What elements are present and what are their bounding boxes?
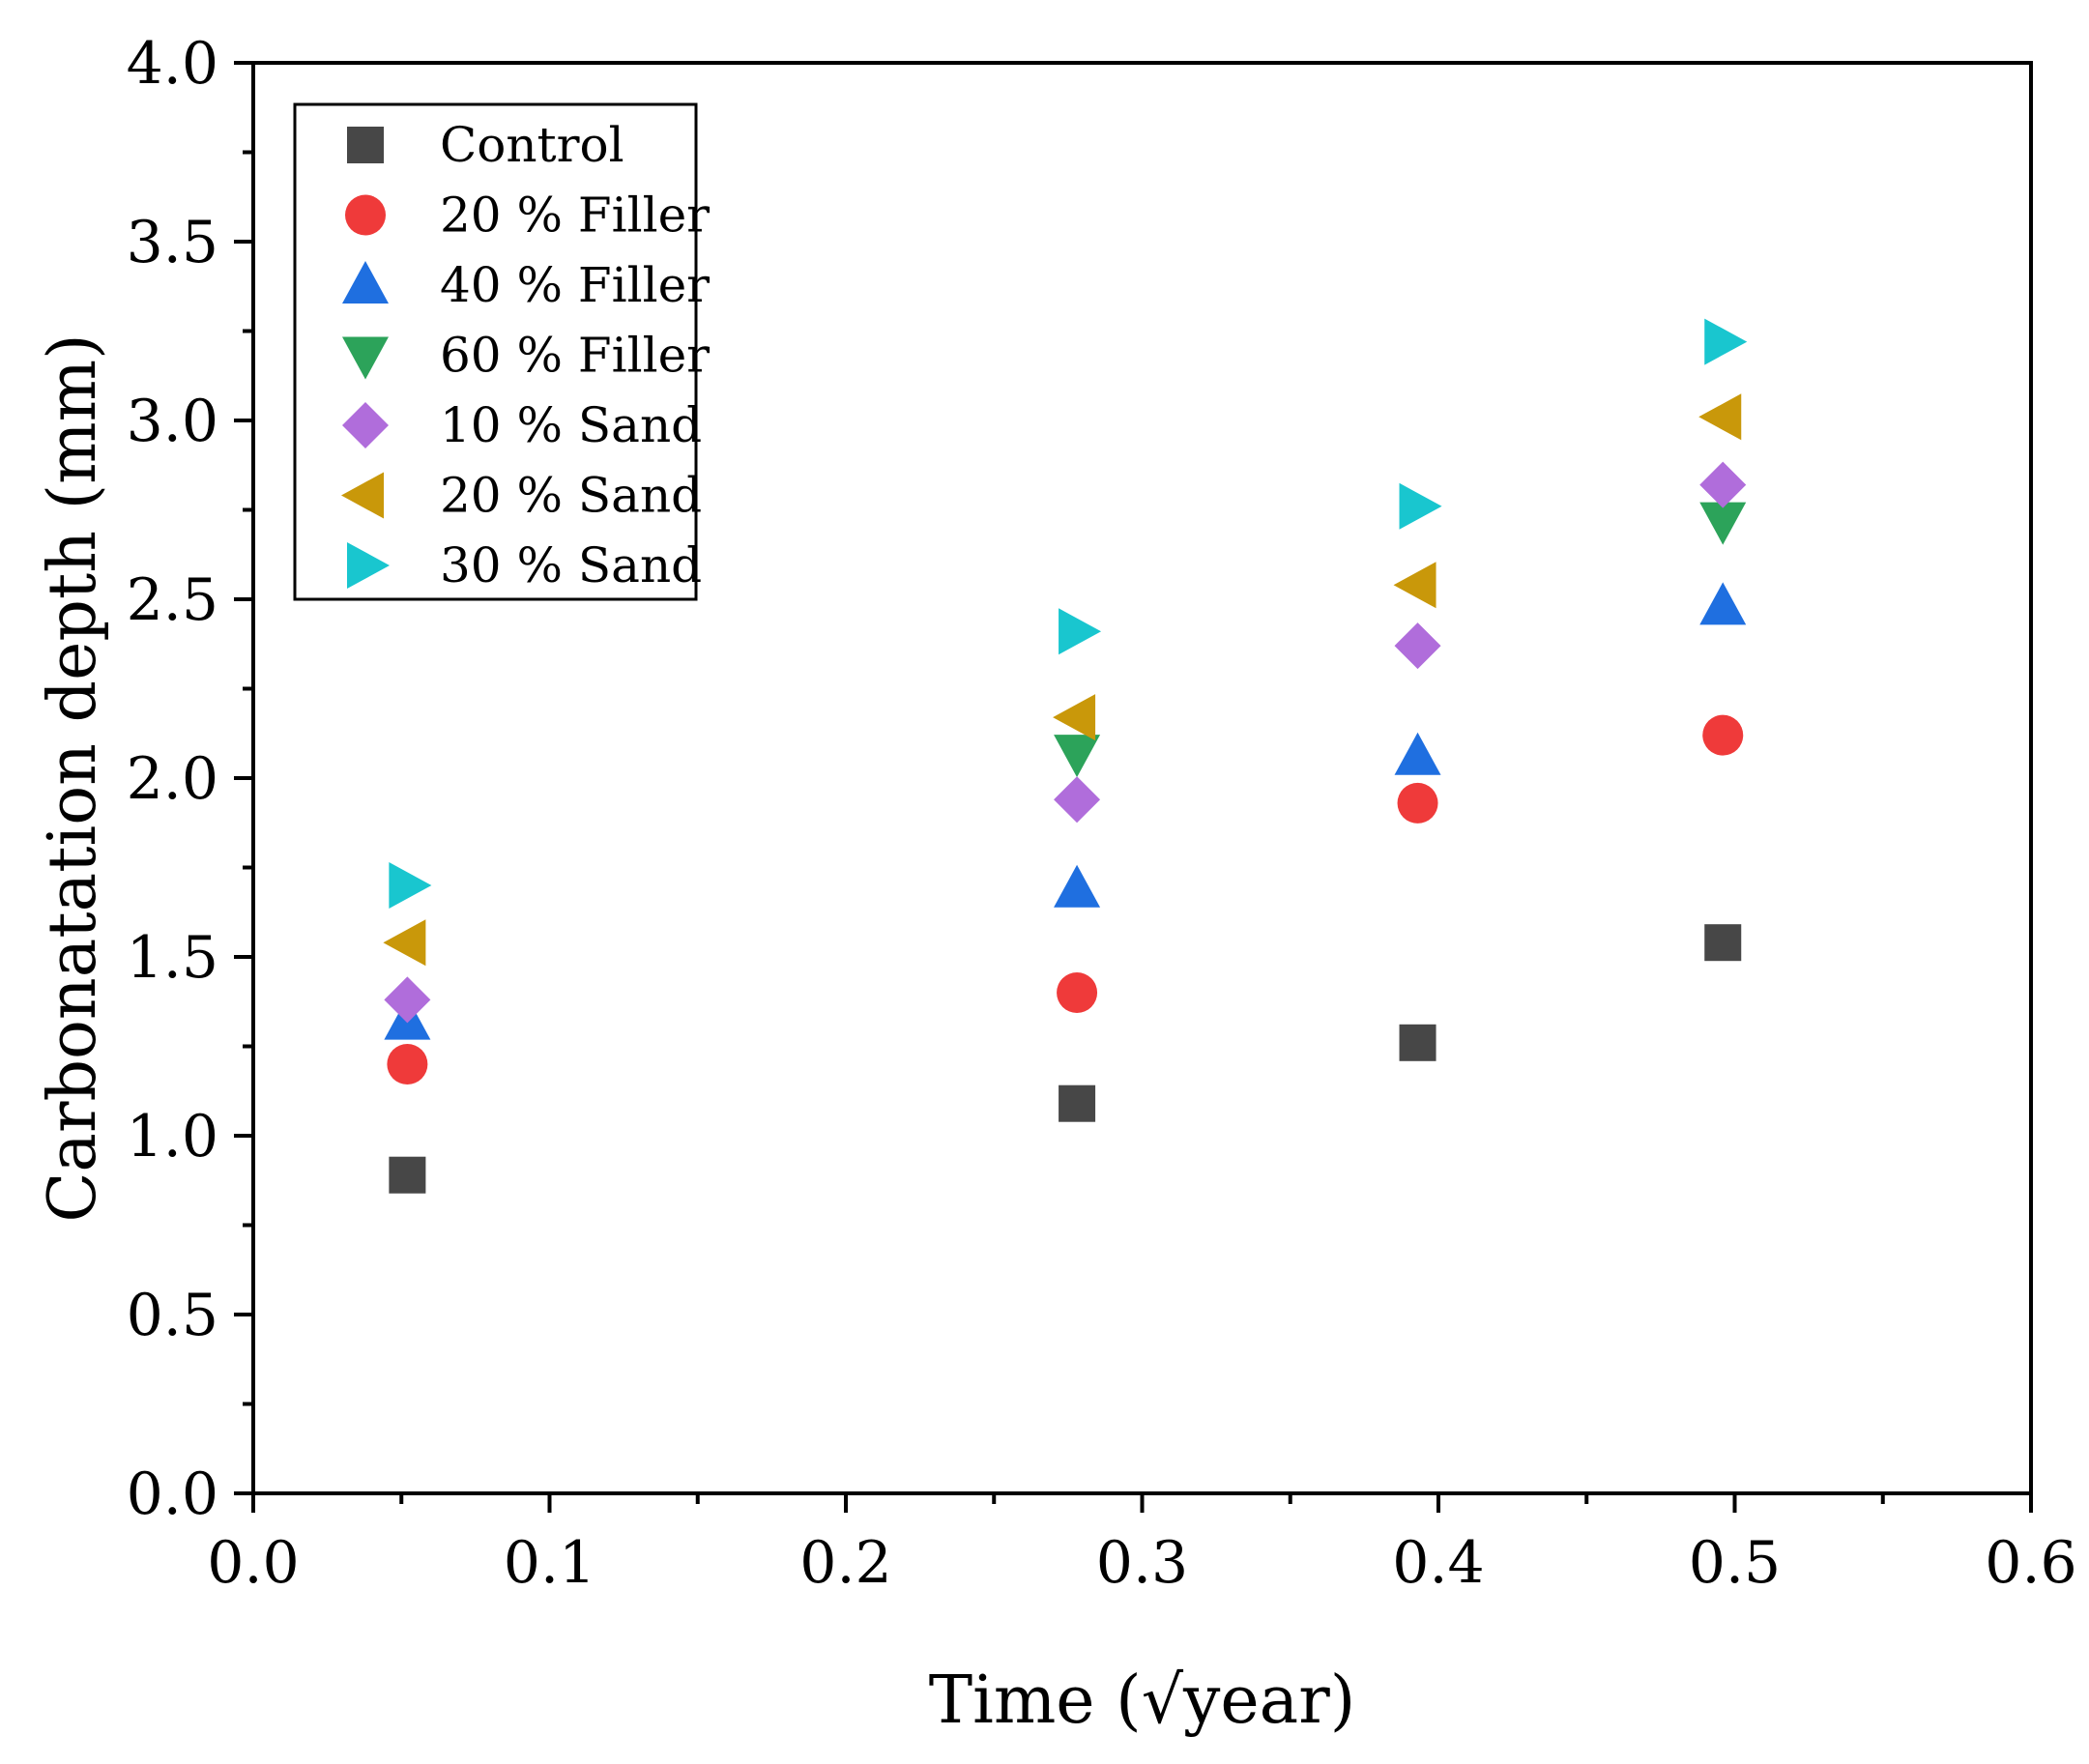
- point-10-sand: [1394, 622, 1441, 670]
- point-60-filler: [1054, 735, 1101, 778]
- point-30-sand: [1704, 318, 1748, 365]
- point-30-sand: [1399, 482, 1442, 530]
- legend-label: 10 % Sand: [440, 397, 702, 453]
- x-tick-label: 0.3: [1096, 1529, 1188, 1597]
- legend-marker: [342, 402, 389, 448]
- y-tick-label: 3.5: [127, 209, 218, 276]
- data-points: [383, 318, 1748, 1194]
- point-40-filler: [1699, 582, 1747, 625]
- point-10-sand: [1054, 776, 1101, 824]
- x-tick-label: 0.0: [207, 1529, 299, 1597]
- y-tick-label: 4.0: [127, 30, 218, 98]
- legend-label: 60 % Filler: [440, 328, 710, 384]
- legend-label: 40 % Filler: [440, 257, 710, 313]
- legend-marker: [342, 336, 389, 380]
- y-tick-label: 1.5: [127, 924, 218, 992]
- x-tick-label: 0.5: [1689, 1529, 1781, 1597]
- legend-marker: [347, 542, 390, 589]
- point-20-filler: [1702, 714, 1744, 756]
- legend-label: Control: [440, 117, 624, 173]
- legend-label: 30 % Sand: [440, 537, 702, 593]
- x-tick-label: 0.6: [1985, 1529, 2076, 1597]
- legend-marker: [342, 261, 389, 304]
- point-60-filler: [1699, 502, 1747, 545]
- point-control: [1059, 1084, 1096, 1122]
- point-20-filler: [1057, 972, 1098, 1013]
- y-axis-title: Carbonatation depth (mm): [35, 333, 111, 1222]
- point-control: [1399, 1024, 1436, 1061]
- point-20-sand: [383, 919, 426, 967]
- legend-marker: [341, 472, 384, 519]
- point-20-filler: [1397, 782, 1438, 824]
- axes: 0.0 0.1 0.2 0.3 0.4 0.5 0.6 0.0 0.5 1.0 1.5 2.0 2.5 3…: [35, 30, 2077, 1739]
- legend-marker: [345, 194, 386, 236]
- legend-label: 20 % Filler: [440, 188, 710, 244]
- point-control: [389, 1156, 426, 1194]
- point-20-sand: [1698, 393, 1742, 441]
- point-30-sand: [389, 862, 432, 909]
- x-tick-label: 0.1: [504, 1529, 595, 1597]
- point-10-sand: [1699, 461, 1747, 508]
- y-tick-label: 3.0: [127, 388, 218, 455]
- point-20-filler: [387, 1044, 428, 1084]
- legend: Control 20 % Filler 40 % Filler 60 % Filler…: [293, 102, 710, 601]
- point-10-sand: [384, 976, 431, 1024]
- y-tick-label: 1.0: [127, 1103, 218, 1171]
- x-axis-title: Time (√year): [929, 1663, 1356, 1739]
- point-30-sand: [1059, 608, 1102, 655]
- point-40-filler: [1054, 864, 1101, 908]
- x-tick-label: 0.2: [799, 1529, 891, 1597]
- x-tick-label: 0.4: [1392, 1529, 1484, 1597]
- y-tick-label: 2.5: [127, 566, 218, 634]
- legend-label: 20 % Sand: [440, 468, 702, 524]
- point-20-sand: [1053, 694, 1096, 741]
- y-tick-label: 2.0: [127, 745, 218, 813]
- point-40-filler: [1394, 732, 1441, 775]
- y-tick-label: 0.5: [127, 1282, 218, 1349]
- point-control: [1704, 924, 1742, 962]
- point-20-sand: [1393, 562, 1436, 609]
- y-tick-label: 0.0: [127, 1460, 218, 1528]
- legend-marker: [347, 127, 384, 163]
